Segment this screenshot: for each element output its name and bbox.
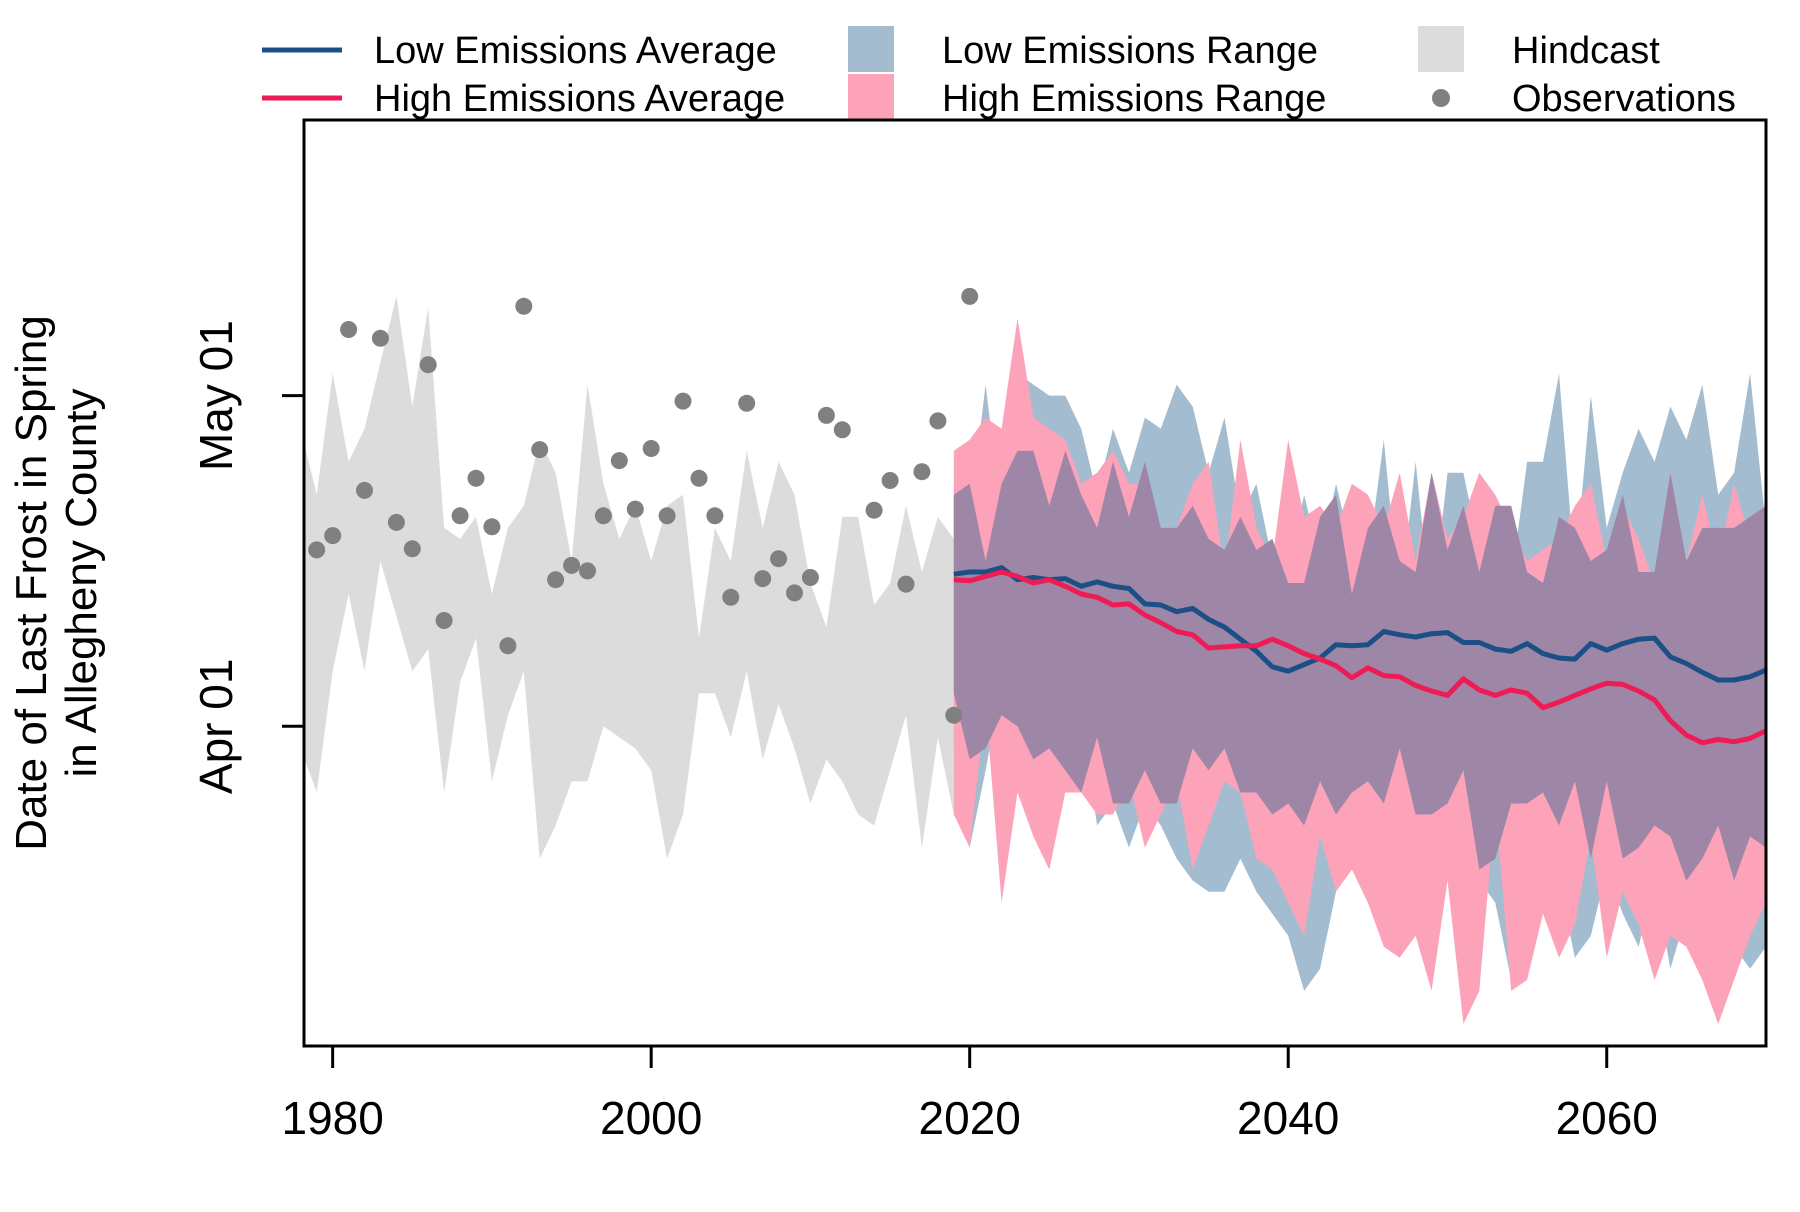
observation-point — [371, 329, 389, 347]
observation-point — [467, 469, 485, 487]
observation-point — [483, 518, 501, 536]
observation-point — [356, 481, 373, 499]
y-axis-title-line2: in Allegheny County — [57, 389, 106, 778]
y-axis-title: Date of Last Frost in Spring in Alleghen… — [7, 315, 106, 851]
observation-point — [308, 541, 326, 559]
observation-point — [579, 562, 596, 580]
observation-point — [340, 321, 358, 338]
legend-swatch-observations — [1432, 89, 1450, 107]
plot-area — [304, 287, 1766, 1024]
observation-point — [451, 507, 469, 525]
observation-point — [833, 421, 851, 439]
legend-swatch-high-range — [848, 74, 894, 120]
observation-point — [531, 441, 549, 459]
legend-label-high-range: High Emissions Range — [942, 78, 1326, 120]
observation-point — [547, 571, 565, 589]
observation-point — [722, 588, 740, 606]
observation-point — [913, 463, 931, 481]
observation-point — [897, 575, 915, 593]
observation-point — [770, 550, 788, 568]
observation-point — [801, 569, 819, 586]
legend-label-low-range: Low Emissions Range — [942, 30, 1318, 72]
legend-swatch-low-range — [848, 26, 894, 72]
y-tick-label: May 01 — [190, 320, 242, 471]
x-tick-label: 2060 — [1556, 1092, 1658, 1144]
observation-point — [387, 513, 405, 531]
legend-label-high-avg: High Emissions Average — [374, 78, 785, 120]
observation-point — [690, 469, 708, 487]
observation-point — [738, 394, 756, 412]
x-tick-label: 2040 — [1237, 1092, 1339, 1144]
high-emissions-average-line — [953, 569, 1766, 746]
observation-point — [658, 507, 676, 525]
y-tick-label: Apr 01 — [190, 659, 242, 795]
low-emissions-average-line — [953, 565, 1766, 683]
observation-point — [499, 637, 517, 655]
legend-label-hindcast: Hindcast — [1512, 30, 1660, 72]
observation-point — [419, 356, 437, 374]
x-axis: 1980 2000 2020 2040 2060 — [281, 1046, 1658, 1144]
observation-point — [403, 540, 421, 558]
plot-series-group — [304, 287, 1766, 1024]
observation-point — [515, 297, 533, 315]
observation-point — [610, 452, 628, 470]
observation-point — [563, 556, 581, 574]
observation-point — [706, 507, 724, 525]
observation-point — [754, 570, 772, 588]
x-tick-label: 2000 — [600, 1092, 702, 1144]
observation-point — [786, 584, 803, 602]
observation-point — [961, 287, 979, 305]
observation-point — [642, 440, 660, 457]
observation-point — [674, 392, 692, 410]
observation-point — [817, 406, 835, 424]
x-tick-label: 2020 — [919, 1092, 1021, 1144]
observation-point — [626, 500, 644, 518]
observation-point — [594, 507, 612, 525]
legend-label-observations: Observations — [1512, 78, 1736, 120]
hindcast-band — [304, 296, 954, 859]
observation-point — [865, 501, 883, 519]
x-tick-label: 1980 — [281, 1092, 383, 1144]
observation-point — [929, 412, 947, 430]
observation-point — [945, 706, 963, 724]
range-overlap-band — [953, 450, 1766, 881]
legend-swatch-hindcast — [1418, 26, 1464, 72]
observation-point — [324, 527, 342, 545]
y-axis-title-line1: Date of Last Frost in Spring — [7, 315, 56, 851]
observation-point — [881, 472, 899, 489]
legend-label-low-avg: Low Emissions Average — [374, 30, 777, 72]
plot-frame — [302, 118, 1768, 1048]
y-axis: Apr 01 May 01 — [190, 320, 304, 794]
observation-point — [435, 612, 453, 629]
legend: Low Emissions Average High Emissions Ave… — [262, 26, 1736, 120]
